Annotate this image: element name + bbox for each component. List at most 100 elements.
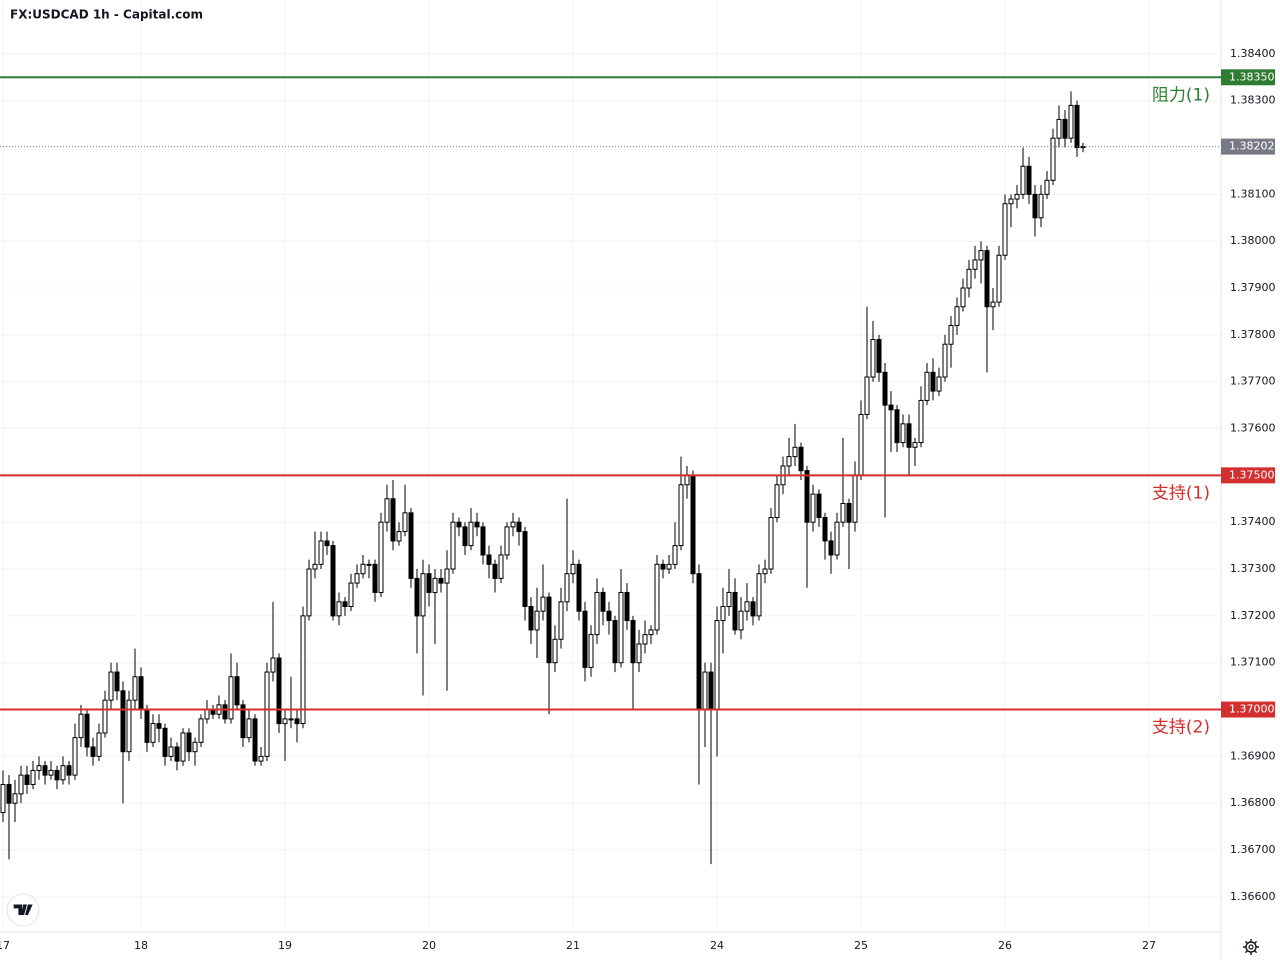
y-tick-label: 1.37600	[1230, 422, 1276, 435]
candle-body	[960, 287, 966, 308]
candle-body	[618, 591, 624, 664]
x-tick-label: 18	[134, 939, 148, 952]
candle-body	[936, 376, 942, 392]
settings-icon[interactable]	[1243, 939, 1259, 955]
candle-body	[834, 521, 840, 556]
candle-body	[138, 676, 144, 711]
candle-body	[1044, 179, 1050, 195]
candle-body	[264, 671, 270, 757]
y-tick-label: 1.36600	[1230, 890, 1276, 903]
candle-body	[450, 521, 456, 570]
y-tick-label: 1.38400	[1230, 47, 1276, 60]
candle-body	[648, 629, 654, 636]
candle-body	[600, 591, 606, 612]
candle-body	[366, 563, 372, 566]
candle-body	[978, 250, 984, 261]
candle-body	[654, 563, 660, 631]
candle-body	[294, 718, 300, 725]
candle-body	[594, 591, 600, 636]
candle-body	[426, 573, 432, 593]
candle-body	[900, 423, 906, 444]
candle-body	[762, 568, 768, 575]
candle-body	[1032, 193, 1038, 219]
candle-body	[516, 521, 522, 533]
candle-body	[504, 526, 510, 556]
x-tick-label: 20	[422, 939, 436, 952]
candle-body	[390, 498, 396, 542]
y-tick-label: 1.37100	[1230, 656, 1276, 669]
candle-body	[36, 765, 42, 771]
y-tick-label: 1.37700	[1230, 375, 1276, 388]
candle-body	[174, 746, 180, 762]
candle-body	[372, 563, 378, 593]
candle-body	[12, 793, 18, 804]
candle-body	[402, 512, 408, 533]
candle-body	[846, 502, 852, 523]
candle-body	[672, 545, 678, 565]
candle-body	[990, 301, 996, 308]
y-tick-label: 1.37200	[1230, 609, 1276, 622]
candle-body	[828, 540, 834, 556]
candle-body	[198, 718, 204, 743]
candle-body	[798, 446, 804, 472]
candle-body	[660, 563, 666, 570]
candle-body	[468, 521, 474, 547]
price-tag-label: 1.37500	[1229, 468, 1275, 481]
candle-body	[636, 643, 642, 664]
candle-body	[816, 493, 822, 519]
candle-body	[120, 690, 126, 753]
candle-body	[90, 746, 96, 757]
candle-body	[576, 563, 582, 612]
candle-body	[984, 250, 990, 308]
candle-body	[156, 723, 162, 729]
candle-body	[186, 732, 192, 753]
candle-body	[810, 493, 816, 523]
candle-body	[858, 413, 864, 476]
candle-body	[930, 371, 936, 392]
candle-body	[912, 442, 918, 448]
candle-body	[498, 554, 504, 579]
candle-body	[78, 713, 84, 739]
candle-body	[1026, 165, 1032, 195]
candle-body	[870, 339, 876, 378]
candle-body	[348, 582, 354, 608]
candle-body	[696, 573, 702, 711]
candle-body	[108, 671, 114, 701]
candle-body	[726, 591, 732, 608]
candle-body	[642, 634, 648, 645]
candle-body	[792, 446, 798, 458]
candle-body	[612, 620, 618, 664]
candle-body	[774, 484, 780, 519]
candle-body	[852, 474, 858, 523]
candles	[0, 91, 1086, 865]
overlay: 1.38350 阻力(1) 1.37500 支持(1) 1.37000 支持(2) 1.38…	[0, 69, 1275, 738]
y-tick-label: 1.37400	[1230, 515, 1276, 528]
candle-body	[414, 577, 420, 617]
candle-body	[630, 620, 636, 664]
candle-body	[342, 601, 348, 608]
candle-body	[42, 765, 48, 776]
candle-body	[588, 634, 594, 668]
candle-body	[312, 563, 318, 570]
y-tick-label: 1.38100	[1230, 187, 1276, 200]
candle-body	[246, 718, 252, 739]
candle-body	[558, 601, 564, 640]
candle-body	[540, 596, 546, 612]
candle-body	[54, 769, 60, 781]
candle-body	[1008, 198, 1014, 205]
x-tick-label: 17	[0, 939, 10, 952]
candle-body	[222, 704, 228, 720]
candle-body	[996, 254, 1002, 303]
candle-body	[234, 676, 240, 706]
candle-body	[444, 568, 450, 584]
y-tick-label: 1.37800	[1230, 328, 1276, 341]
candle-body	[162, 727, 168, 757]
x-tick-label: 27	[1142, 939, 1156, 952]
candle-body	[624, 591, 630, 622]
x-tick-label: 25	[854, 939, 868, 952]
tradingview-logo[interactable]	[6, 893, 40, 927]
candle-body	[6, 783, 12, 804]
candle-body	[1074, 104, 1080, 149]
